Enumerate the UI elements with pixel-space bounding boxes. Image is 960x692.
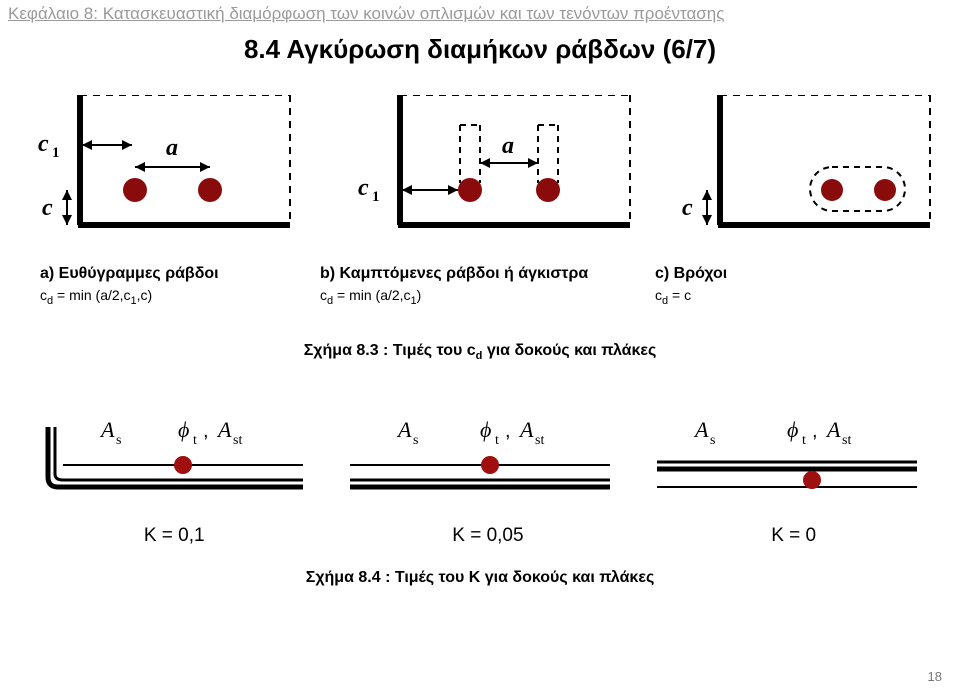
svg-text:ϕ: ϕ (787, 417, 798, 442)
caption-8-4: Σχήμα 8.4 : Τιμές του K για δοκούς και π… (0, 569, 960, 587)
svg-text:,: , (812, 420, 818, 442)
figure-8-3-row: a c 1 c (0, 95, 960, 245)
svg-text:c: c (38, 131, 49, 157)
svg-text:t: t (193, 433, 197, 448)
caption-8-3: Σχήμα 8.3 : Τιμές του cd για δοκούς και … (0, 342, 960, 362)
page-number: 18 (928, 669, 942, 684)
svg-text:A: A (693, 417, 709, 442)
svg-text:ϕ: ϕ (480, 417, 491, 442)
figure-8-4-row: A s ϕ t , A st A s ϕ t , A st A s ϕ t , … (0, 417, 960, 497)
svg-text:s: s (413, 433, 418, 448)
k-value-3: K = 0 (771, 525, 816, 547)
svg-text:1: 1 (372, 189, 380, 205)
svg-text:a: a (502, 133, 514, 159)
svg-text:,: , (505, 420, 511, 442)
label-a-head: a) Ευθύγραμμες ράβδοι (40, 265, 320, 283)
svg-text:st: st (233, 433, 242, 448)
diagram-k0: A s ϕ t , A st (647, 417, 927, 497)
label-a-formula: cd = min (a/2,c1,c) (40, 287, 320, 307)
svg-text:c: c (358, 175, 369, 201)
svg-text:c: c (682, 195, 693, 221)
figure-8-3-labels: a) Ευθύγραμμες ράβδοι cd = min (a/2,c1,c… (0, 265, 960, 307)
diagram-a: a c 1 c (20, 95, 300, 245)
label-b-formula: cd = min (a/2,c1) (320, 287, 655, 307)
chapter-header: Κεφάλαιο 8: Κατασκευαστική διαμόρφωση τω… (0, 0, 960, 24)
svg-text:A: A (518, 417, 534, 442)
svg-text:ϕ: ϕ (178, 417, 189, 442)
diagram-c: c (660, 95, 940, 245)
svg-text:t: t (495, 433, 499, 448)
svg-text:s: s (710, 433, 715, 448)
k-values-row: K = 0,1 K = 0,05 K = 0 (0, 525, 960, 547)
svg-text:A: A (825, 417, 841, 442)
svg-text:st: st (535, 433, 544, 448)
label-b-head: b) Καμπτόμενες ράβδοι ή άγκιστρα (320, 265, 655, 283)
svg-text:t: t (802, 433, 806, 448)
svg-text:1: 1 (52, 145, 60, 161)
label-c-formula: cd = c (655, 287, 905, 307)
diagram-k01: A s ϕ t , A st (33, 417, 313, 497)
diagram-k005: A s ϕ t , A st (340, 417, 620, 497)
section-title: 8.4 Αγκύρωση διαμήκων ράβδων (6/7) (0, 34, 960, 65)
svg-text:A: A (99, 417, 115, 442)
k-value-2: K = 0,05 (452, 525, 523, 547)
svg-text:st: st (842, 433, 851, 448)
k-value-1: K = 0,1 (144, 525, 205, 547)
svg-text:A: A (216, 417, 232, 442)
svg-text:s: s (116, 433, 121, 448)
svg-text:,: , (203, 420, 209, 442)
svg-text:a: a (166, 135, 178, 161)
label-c-head: c) Βρόχοι (655, 265, 905, 283)
svg-text:c: c (42, 195, 53, 221)
svg-text:A: A (396, 417, 412, 442)
diagram-b: a c 1 (340, 95, 620, 245)
